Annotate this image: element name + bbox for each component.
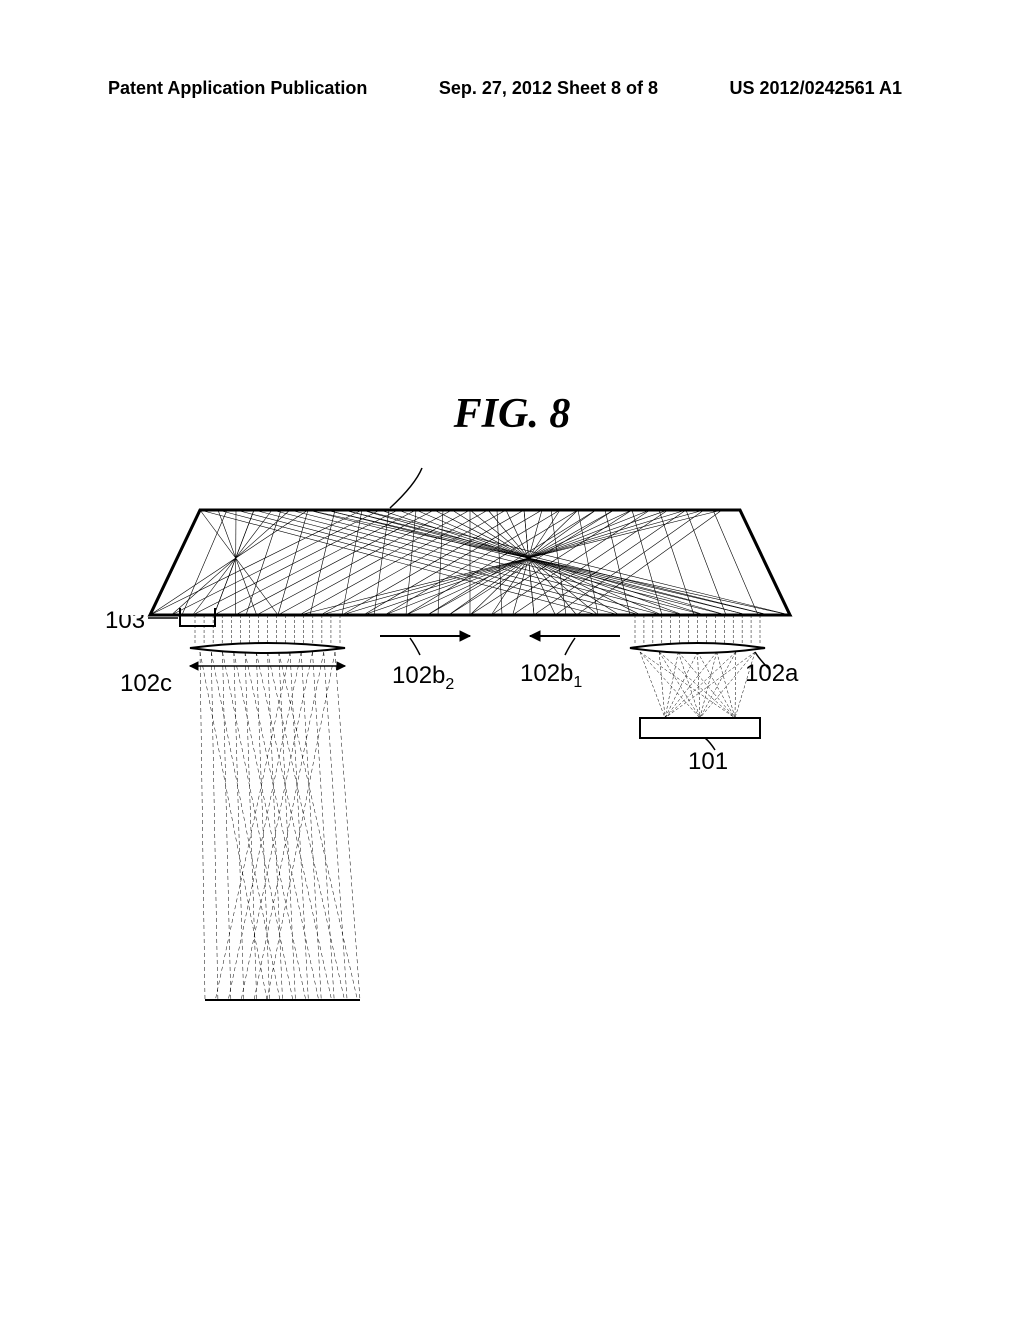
figure-title: FIG. 8 bbox=[454, 390, 571, 438]
figure-diagram bbox=[120, 440, 820, 1040]
publication-number-label: US 2012/0242561 A1 bbox=[730, 78, 902, 99]
publication-type-label: Patent Application Publication bbox=[108, 78, 367, 99]
date-sheet-label: Sep. 27, 2012 Sheet 8 of 8 bbox=[439, 78, 658, 99]
